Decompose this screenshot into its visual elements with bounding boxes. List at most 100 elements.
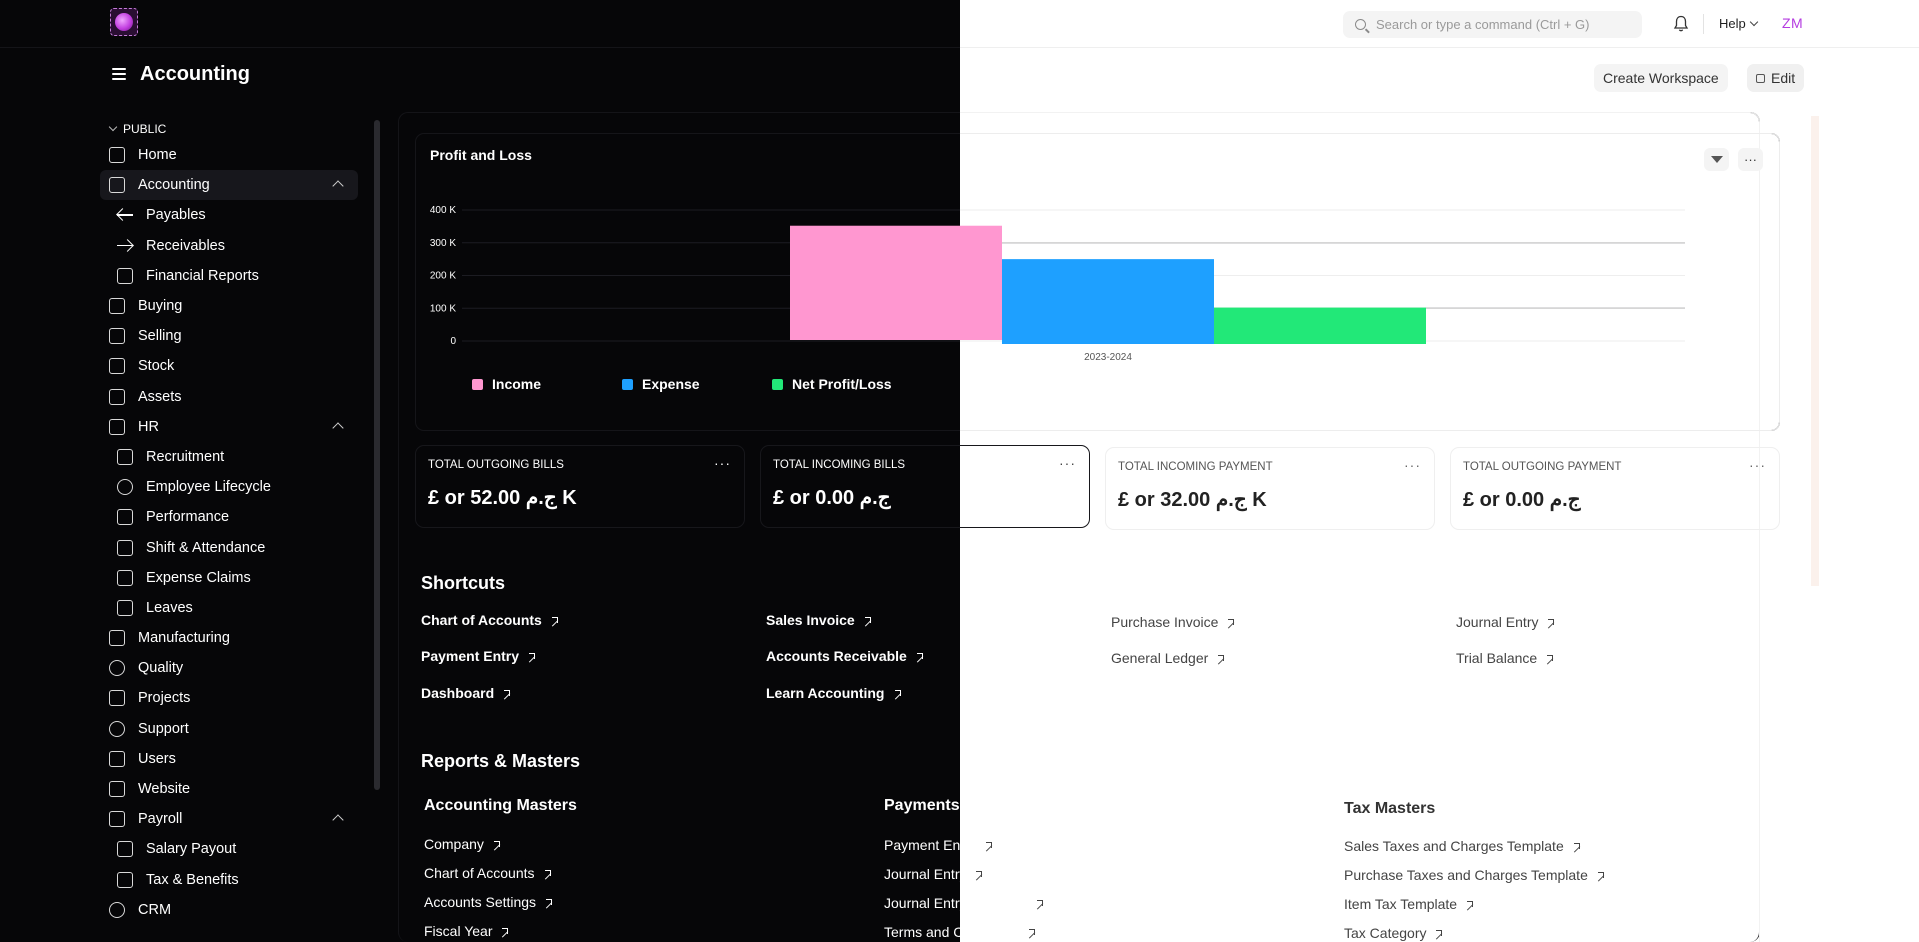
search-bar[interactable]: Search or type a command (Ctrl + G) xyxy=(1343,11,1642,38)
chart-filter-button[interactable] xyxy=(1704,148,1729,171)
report-link[interactable]: Payment Entry xyxy=(884,837,992,853)
shortcut-link[interactable]: Chart of Accounts xyxy=(421,612,558,628)
external-link-icon xyxy=(528,652,536,660)
sidebar-item-website[interactable]: Website xyxy=(100,774,358,804)
sidebar-item-selling[interactable]: Selling xyxy=(100,321,358,351)
report-link[interactable]: Purchase Taxes and Charges Template xyxy=(1344,867,1604,883)
shortcut-link[interactable]: Payment Entry xyxy=(421,648,536,664)
sidebar-item-label: CRM xyxy=(138,901,172,918)
notification-bell-icon[interactable] xyxy=(1673,15,1689,33)
sidebar-item-home[interactable]: Home xyxy=(100,140,358,170)
workspace-container-edge xyxy=(960,112,1760,942)
more-icon[interactable]: ··· xyxy=(1749,457,1766,473)
external-link-icon xyxy=(1227,618,1235,626)
sidebar-item-manufacturing[interactable]: Manufacturing xyxy=(100,623,358,653)
accounting-masters-title: Accounting Masters xyxy=(424,797,577,814)
shortcut-link[interactable]: Learn Accounting xyxy=(766,685,901,701)
external-link-icon xyxy=(503,689,511,697)
report-link[interactable]: Journal Entry xyxy=(884,866,983,882)
sidebar-item-support[interactable]: Support xyxy=(100,714,358,744)
report-label: Payment Entry xyxy=(884,837,976,853)
hr-icon xyxy=(109,418,125,435)
help-menu[interactable]: Help xyxy=(1719,16,1758,31)
page-scrollbar[interactable] xyxy=(1811,116,1819,586)
sidebar-section-public[interactable]: PUBLIC xyxy=(100,118,358,140)
quality-icon xyxy=(109,660,125,677)
sidebar-item-accounting[interactable]: Accounting xyxy=(100,170,358,201)
number-card-outgoing-bills[interactable]: TOTAL OUTGOING BILLS £ or 52.00 ج.م K ··… xyxy=(415,445,745,528)
report-link[interactable]: Chart of Accounts xyxy=(424,865,551,881)
more-icon[interactable]: ··· xyxy=(1059,455,1076,471)
menu-icon[interactable] xyxy=(112,68,126,80)
sidebar-item-recruitment[interactable]: Recruitment xyxy=(100,442,358,472)
attendance-icon xyxy=(117,539,133,556)
more-icon[interactable]: ··· xyxy=(714,455,731,471)
report-link[interactable]: Tax Category xyxy=(1344,925,1443,941)
sidebar-item-label: Salary Payout xyxy=(146,841,237,858)
sidebar-item-employee-lifecycle[interactable]: Employee Lifecycle xyxy=(100,472,358,502)
avatar[interactable]: ZM xyxy=(1782,15,1804,31)
external-link-icon xyxy=(975,870,983,878)
sidebar-item-projects[interactable]: Projects xyxy=(100,683,358,713)
report-link[interactable]: Company xyxy=(424,836,500,852)
report-link[interactable]: Journal Entry Template xyxy=(884,895,1043,911)
report-link[interactable]: Terms and Conditions xyxy=(884,924,1036,940)
shortcut-link[interactable]: Journal Entry xyxy=(1456,614,1555,630)
sidebar-item-quality[interactable]: Quality xyxy=(100,653,358,683)
sidebar-item-shift-attendance[interactable]: Shift & Attendance xyxy=(100,532,358,562)
report-link[interactable]: Accounts Settings xyxy=(424,894,553,910)
chart-more-button[interactable]: ··· xyxy=(1738,148,1763,171)
sidebar-item-label: Payroll xyxy=(138,811,183,828)
shortcut-label: Purchase Invoice xyxy=(1111,614,1219,630)
sidebar-item-buying[interactable]: Buying xyxy=(100,291,358,321)
shortcut-label: Trial Balance xyxy=(1456,650,1538,666)
edit-button[interactable]: Edit xyxy=(1747,64,1805,92)
chevron-up-icon[interactable] xyxy=(332,422,344,434)
number-card-incoming-bills[interactable]: TOTAL INCOMING BILLS £ or 0.00 ج.م ··· xyxy=(760,445,1090,528)
report-link[interactable]: Fiscal Year xyxy=(424,923,509,939)
x-tick-label: 2023-2024 xyxy=(1084,352,1132,363)
shortcut-link[interactable]: Purchase Invoice xyxy=(1111,614,1235,630)
sidebar-item-label: Assets xyxy=(138,388,182,405)
chevron-up-icon[interactable] xyxy=(332,814,344,826)
external-link-icon xyxy=(864,616,871,624)
chevron-up-icon[interactable] xyxy=(332,180,344,192)
bar-income xyxy=(790,225,1002,340)
sidebar-item-receivables[interactable]: Receivables xyxy=(100,231,358,261)
sidebar-item-tax-benefits[interactable]: Tax & Benefits xyxy=(100,865,358,895)
shortcut-link[interactable]: Trial Balance xyxy=(1456,650,1554,666)
star-icon xyxy=(117,509,133,526)
sidebar-item-hr[interactable]: HR xyxy=(100,412,358,442)
number-card-incoming-payment[interactable]: TOTAL INCOMING PAYMENT £ or 32.00 ج.م K … xyxy=(1105,447,1435,530)
shortcut-link[interactable]: Dashboard xyxy=(421,685,511,701)
sidebar-item-payroll[interactable]: Payroll xyxy=(100,804,358,834)
number-card-outgoing-payment[interactable]: TOTAL OUTGOING PAYMENT £ or 0.00 ج.م ··· xyxy=(1450,447,1780,530)
number-card-value: £ or 32.00 ج.م K xyxy=(1118,489,1267,511)
external-link-icon xyxy=(985,841,992,849)
legend-item-income: Income xyxy=(472,376,541,392)
reports-title: Reports & Masters xyxy=(421,751,581,771)
sidebar-scrollbar[interactable] xyxy=(374,120,380,790)
more-icon[interactable]: ··· xyxy=(1404,457,1421,473)
app-logo[interactable] xyxy=(110,8,138,36)
sidebar-item-performance[interactable]: Performance xyxy=(100,502,358,532)
payroll-icon xyxy=(109,811,125,828)
sidebar-item-payables[interactable]: Payables xyxy=(100,200,358,230)
shortcut-link[interactable]: Accounts Receivable xyxy=(766,648,923,664)
tax-icon xyxy=(117,871,133,888)
sidebar-item-users[interactable]: Users xyxy=(100,744,358,774)
dark-panel xyxy=(0,0,960,942)
sidebar-item-stock[interactable]: Stock xyxy=(100,351,358,381)
shortcut-link[interactable]: General Ledger xyxy=(1111,650,1225,666)
sidebar-item-expense-claims[interactable]: Expense Claims xyxy=(100,563,358,593)
sidebar-item-financial-reports[interactable]: Financial Reports xyxy=(100,261,358,291)
report-link[interactable]: Item Tax Template xyxy=(1344,896,1474,912)
create-workspace-button[interactable]: Create Workspace xyxy=(1594,64,1728,92)
report-link[interactable]: Sales Taxes and Charges Template xyxy=(1344,838,1580,854)
shortcut-link[interactable]: Sales Invoice xyxy=(766,612,871,628)
sidebar-item-assets[interactable]: Assets xyxy=(100,382,358,412)
sidebar-item-leaves[interactable]: Leaves xyxy=(100,593,358,623)
sidebar-item-salary-payout[interactable]: Salary Payout xyxy=(100,834,358,864)
sidebar-item-crm[interactable]: CRM xyxy=(100,895,358,925)
sidebar: PUBLIC Home Accounting Payables Receivables… xyxy=(100,118,358,925)
